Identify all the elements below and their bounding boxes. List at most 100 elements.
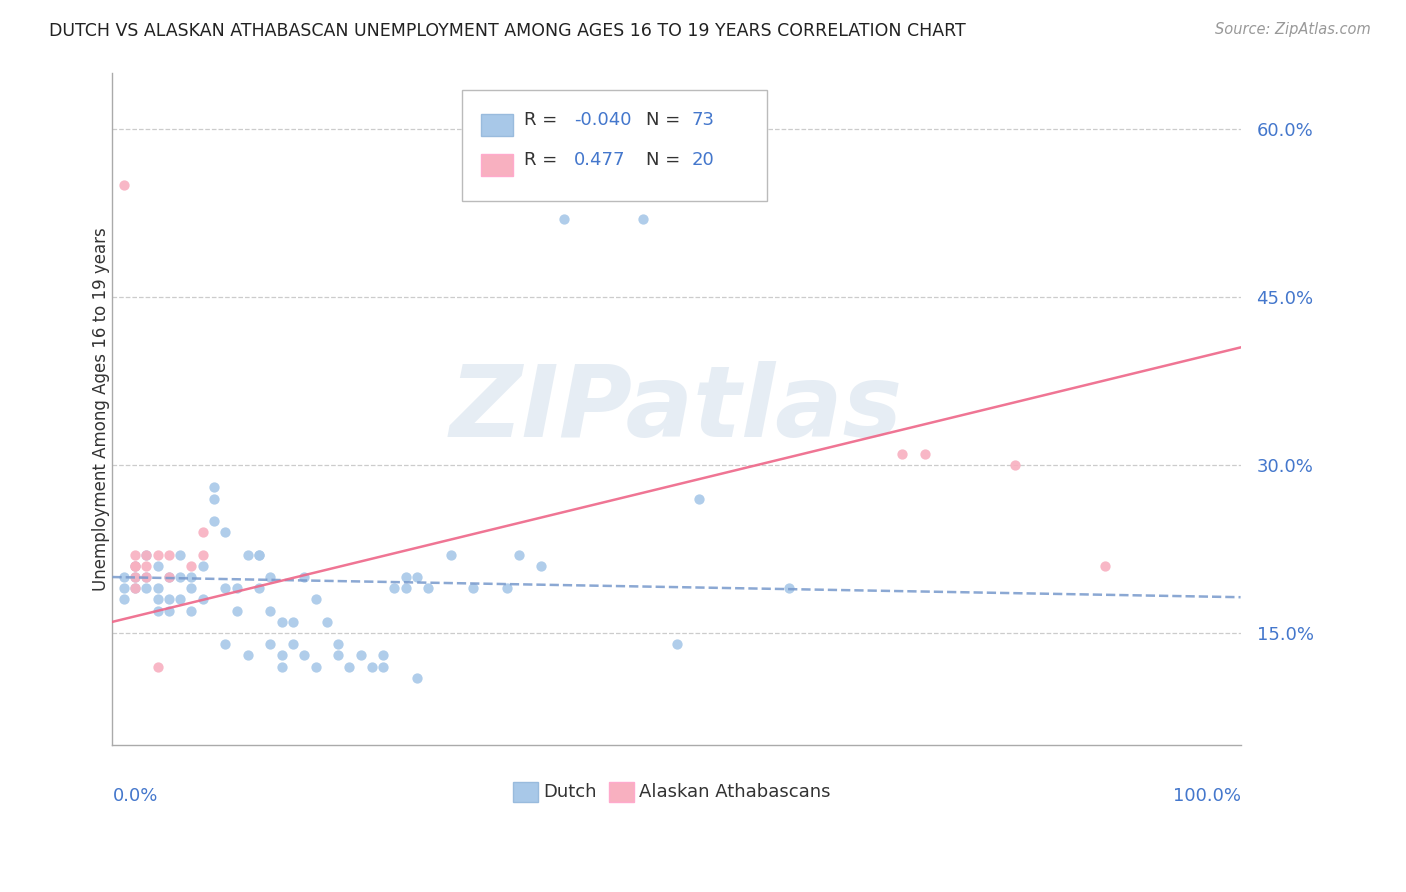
Point [169,570,191,584]
Point [146,548,169,562]
FancyBboxPatch shape [513,782,537,802]
Point [225,604,247,618]
Point [180,558,202,573]
Text: 0.0%: 0.0% [112,787,157,805]
Text: -0.040: -0.040 [574,111,631,129]
Point [304,592,326,607]
Text: Dutch: Dutch [543,783,598,801]
Point [292,648,315,663]
Point [124,570,146,584]
Point [1004,458,1026,472]
Point [326,648,349,663]
Point [135,570,157,584]
Point [337,659,360,673]
Point [395,581,418,595]
Point [146,659,169,673]
Point [665,637,688,651]
Point [124,548,146,562]
Point [146,604,169,618]
Text: N =: N = [645,152,681,169]
Point [406,570,429,584]
Point [418,581,440,595]
Point [247,581,270,595]
Point [292,570,315,584]
Point [225,581,247,595]
Point [157,570,180,584]
Point [124,558,146,573]
Point [373,648,395,663]
Point [891,447,914,461]
Point [124,581,146,595]
Text: ZIPatlas: ZIPatlas [450,360,903,458]
FancyBboxPatch shape [609,782,634,802]
Point [157,592,180,607]
Point [124,558,146,573]
Point [191,592,214,607]
Point [247,548,270,562]
Point [315,615,337,629]
Point [146,558,169,573]
Point [631,211,654,226]
Point [146,592,169,607]
Text: DUTCH VS ALASKAN ATHABASCAN UNEMPLOYMENT AMONG AGES 16 TO 19 YEARS CORRELATION C: DUTCH VS ALASKAN ATHABASCAN UNEMPLOYMENT… [49,22,966,40]
Point [191,558,214,573]
Point [214,581,236,595]
Point [180,581,202,595]
Point [281,615,304,629]
Point [270,659,292,673]
Point [508,548,530,562]
Text: 73: 73 [692,111,714,129]
Point [270,648,292,663]
Point [112,178,135,192]
Point [236,548,259,562]
Point [270,615,292,629]
Point [202,480,225,494]
Point [688,491,710,506]
Point [135,570,157,584]
Point [124,570,146,584]
Point [214,637,236,651]
Text: 100.0%: 100.0% [1173,787,1240,805]
Point [146,581,169,595]
Point [180,570,202,584]
Point [112,592,135,607]
Y-axis label: Unemployment Among Ages 16 to 19 years: Unemployment Among Ages 16 to 19 years [93,227,110,591]
Point [553,211,575,226]
Point [778,581,800,595]
Text: 20: 20 [692,152,714,169]
Text: N =: N = [645,111,681,129]
Point [112,570,135,584]
Point [259,570,281,584]
Text: R =: R = [524,152,557,169]
Point [135,581,157,595]
Point [361,659,384,673]
Point [157,570,180,584]
Point [202,514,225,528]
Point [180,604,202,618]
FancyBboxPatch shape [463,90,766,201]
Point [135,548,157,562]
Point [191,548,214,562]
Point [135,548,157,562]
Point [373,659,395,673]
Text: Alaskan Athabascans: Alaskan Athabascans [640,783,831,801]
Point [124,581,146,595]
Point [191,525,214,540]
Point [440,548,463,562]
Point [384,581,406,595]
Point [349,648,371,663]
Point [214,525,236,540]
Point [157,548,180,562]
Point [496,581,519,595]
Point [157,604,180,618]
Point [169,548,191,562]
Point [914,447,936,461]
Point [124,558,146,573]
Text: 0.477: 0.477 [574,152,626,169]
Point [530,558,553,573]
Point [236,648,259,663]
Point [259,604,281,618]
Point [112,581,135,595]
Point [247,548,270,562]
Point [281,637,304,651]
